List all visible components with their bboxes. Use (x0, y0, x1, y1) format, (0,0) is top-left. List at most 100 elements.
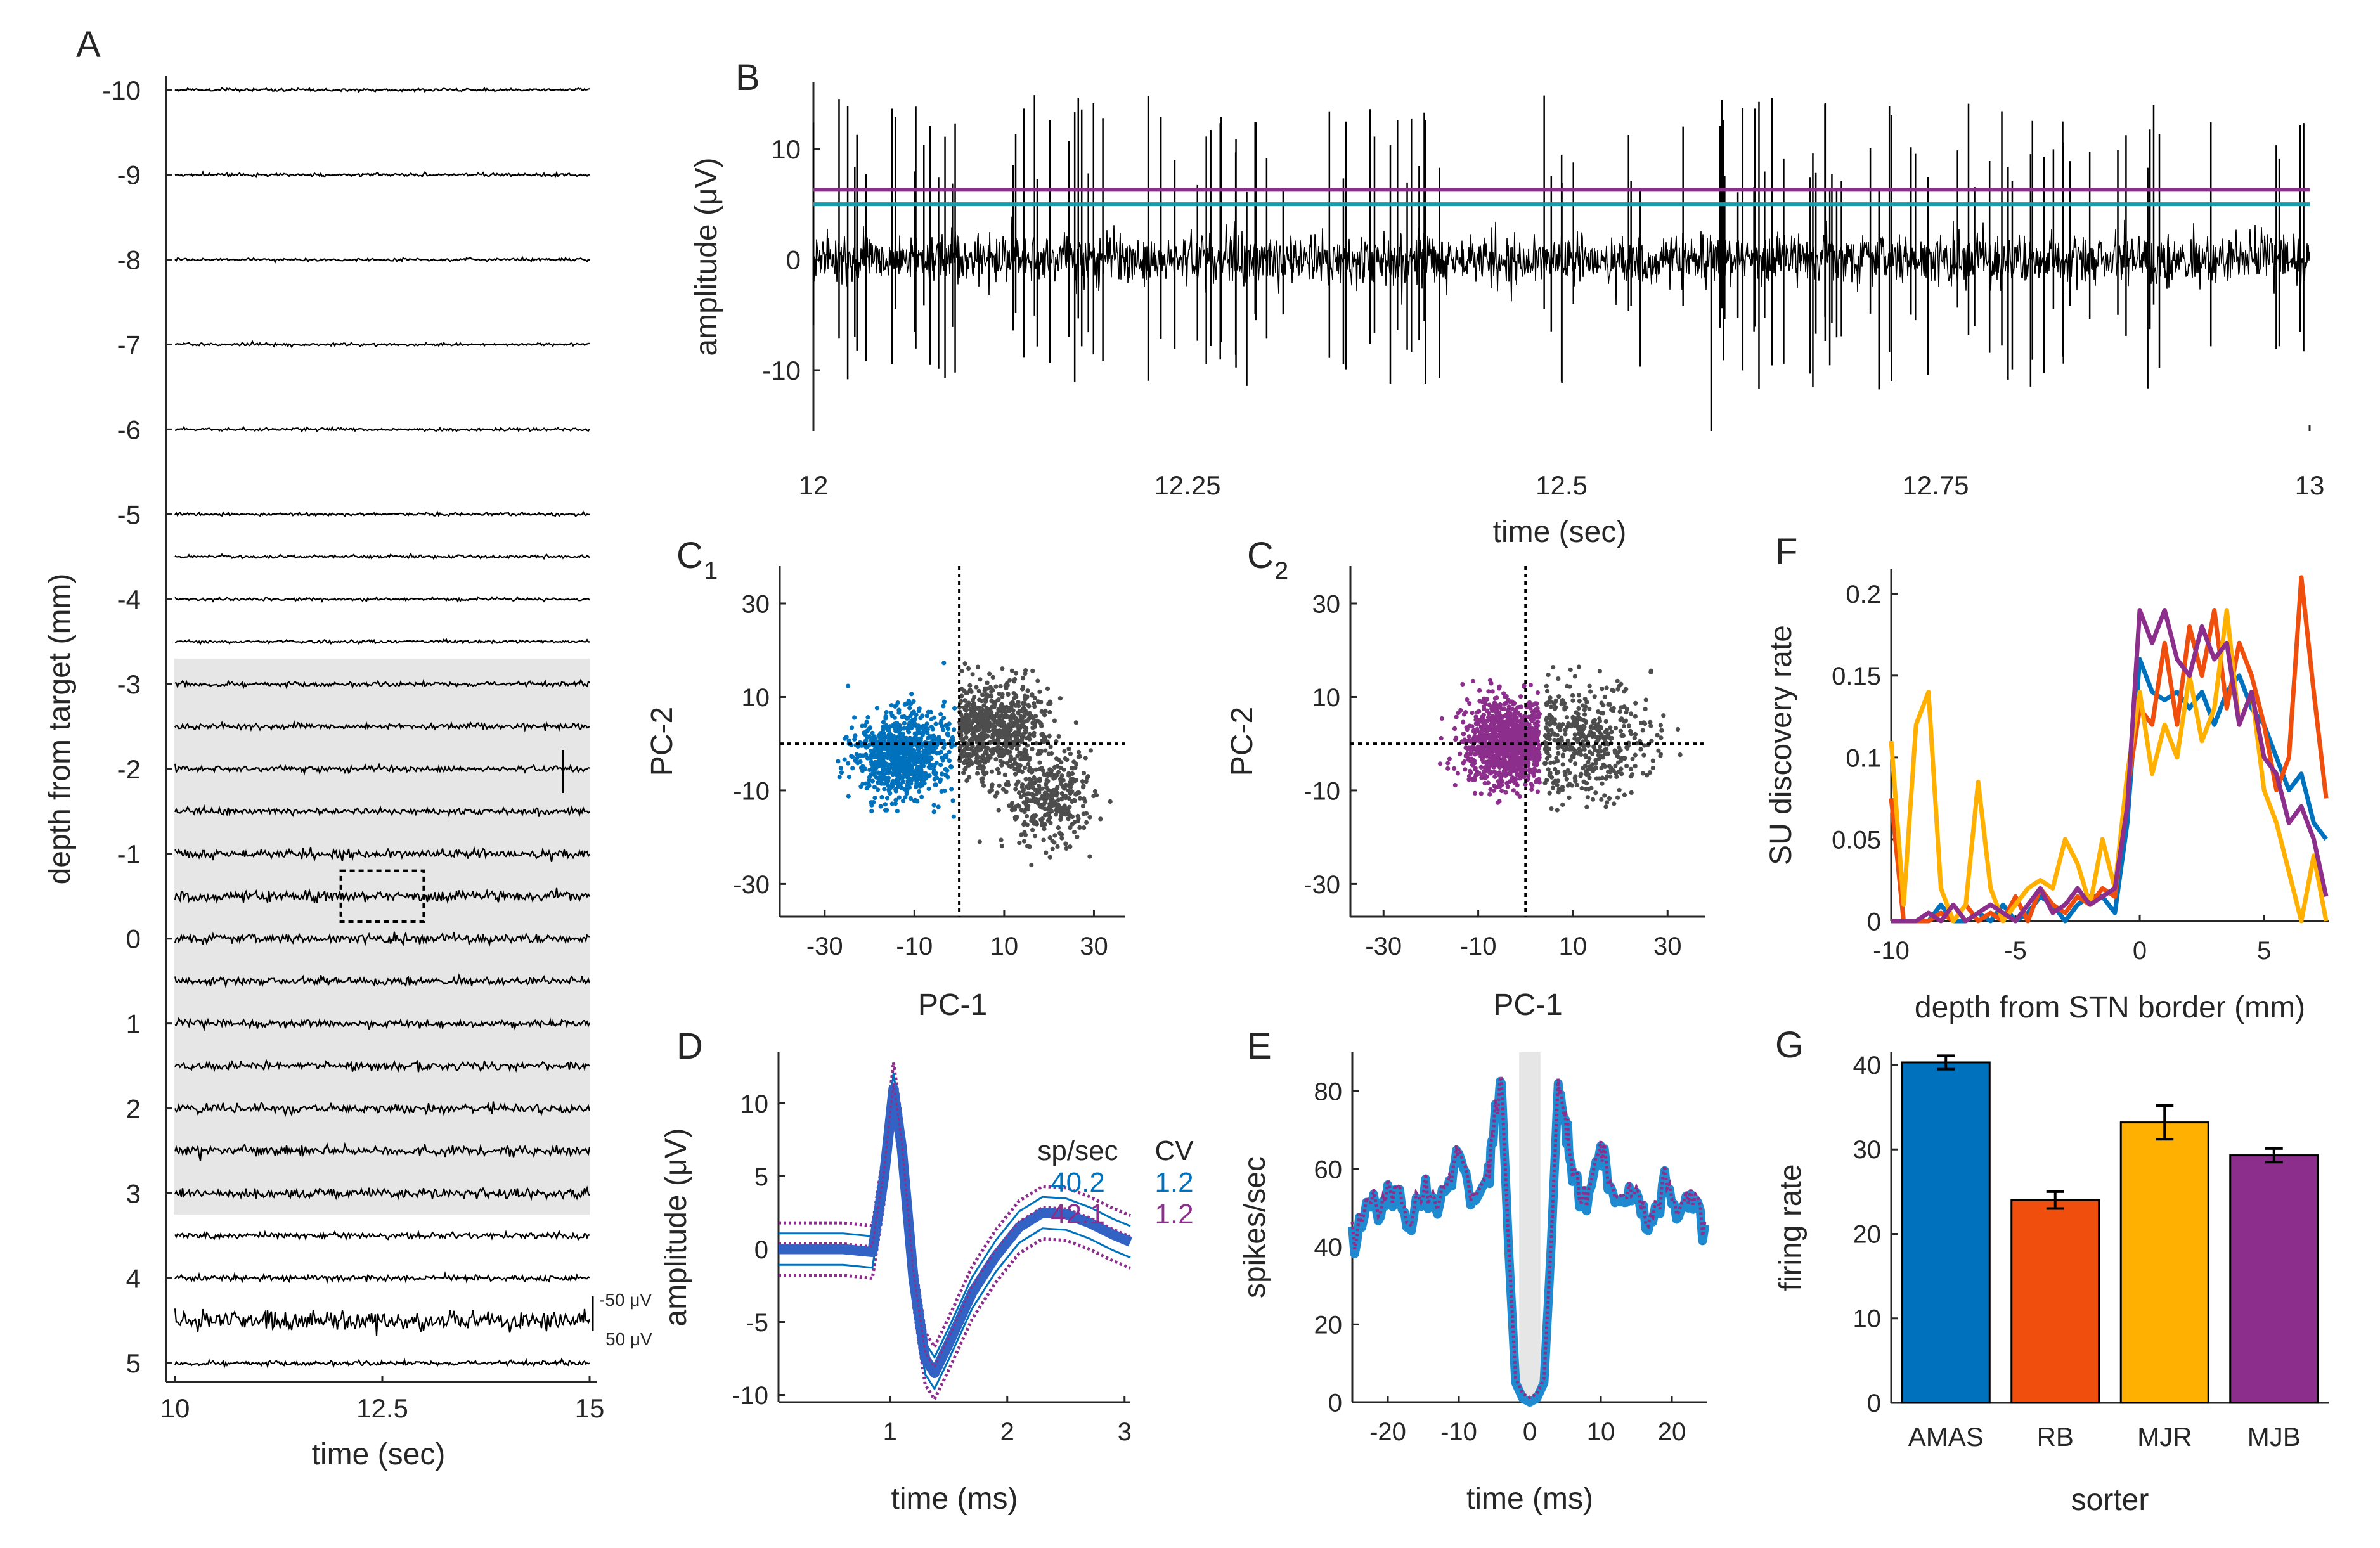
scatter-point (1585, 795, 1590, 800)
scatter-point (1484, 732, 1489, 737)
scatter-point (1629, 790, 1634, 795)
scatter-point (1048, 701, 1053, 706)
scatter-point (1485, 768, 1491, 773)
scatter-point (1529, 787, 1534, 792)
scatter-point (1586, 733, 1591, 738)
scatter-point (1502, 702, 1507, 707)
scatter-point (890, 761, 895, 766)
scatter-point (1006, 692, 1011, 697)
scatter-point (971, 749, 976, 754)
scatter-point (873, 754, 878, 759)
scatter-point (1511, 733, 1517, 739)
scatter-point (1004, 704, 1009, 710)
scatter-point (1008, 727, 1013, 732)
scatter-point (1481, 769, 1486, 774)
scatter-point (1049, 809, 1054, 814)
x-axis-label: PC-1 (918, 988, 987, 1022)
scatter-point (884, 710, 889, 715)
scatter-point (867, 768, 872, 773)
scatter-point (982, 758, 987, 763)
scatter-point (998, 759, 1003, 764)
scatter-point (1016, 727, 1021, 732)
scatter-point (1032, 780, 1037, 785)
scatter-point (1624, 763, 1629, 768)
scatter-point (1572, 732, 1577, 737)
scatter-point (990, 747, 995, 752)
scatter-point (943, 767, 948, 772)
scatter-point (1020, 709, 1025, 714)
scatter-point (915, 758, 920, 763)
depth-trace (174, 1101, 591, 1118)
scatter-point (858, 759, 863, 764)
bar-mjb (2229, 1154, 2319, 1404)
scatter-point (1047, 733, 1052, 739)
scatter-point (1542, 761, 1548, 766)
scatter-point (881, 737, 886, 742)
scatter-point (1485, 780, 1491, 785)
scatter-point (874, 706, 879, 711)
bar-mjr (2119, 1121, 2209, 1404)
scatter-point (1579, 717, 1584, 722)
scatter-point (1073, 761, 1079, 766)
scatter-point (878, 804, 883, 809)
scatter-point (1028, 798, 1033, 803)
scatter-point (1576, 664, 1581, 669)
scatter-point (1024, 814, 1030, 819)
scatter-point (990, 688, 995, 693)
scatter-point (907, 706, 912, 711)
scatter-point (902, 702, 907, 707)
scatter-point (1047, 855, 1052, 860)
y-tick-label: -8 (117, 245, 141, 275)
scatter-point (1018, 794, 1023, 799)
scatter-point (1536, 768, 1542, 773)
scatter-point (995, 790, 1000, 796)
scatter-point (1603, 719, 1608, 724)
bar-rb (2010, 1199, 2100, 1404)
scatter-point (1511, 763, 1516, 768)
scatter-point (1601, 703, 1606, 708)
scatter-point (941, 661, 947, 666)
scatter-point (1068, 825, 1073, 830)
scatter-point (993, 719, 999, 725)
series-amas (1891, 657, 2328, 924)
scatter-point (1633, 714, 1638, 719)
scatter-point (1473, 718, 1478, 723)
scatter-point (1016, 764, 1021, 770)
scatter-point (1567, 782, 1572, 787)
scatter-point (1559, 702, 1564, 707)
scatter-point (846, 683, 851, 688)
scatter-point (1584, 804, 1589, 809)
depth-trace (174, 846, 590, 862)
scatter-point (1042, 827, 1047, 832)
scatter-point (1613, 726, 1618, 731)
scatter-point (1016, 768, 1021, 773)
scatter-point (1563, 732, 1568, 737)
scatter-point (1615, 795, 1620, 800)
scatter-point (862, 766, 868, 771)
scatter-point (849, 754, 854, 759)
scatter-point (1567, 795, 1572, 800)
panel-d: 1 2 3 -10 -5 0 5 10 time (ms) amplitude (μV) sp/se… (659, 1052, 1194, 1516)
scatter-point (933, 782, 938, 787)
scatter-point (1026, 711, 1031, 716)
depth-trace (174, 1270, 590, 1284)
scatter-point (1552, 737, 1557, 743)
scatter-point (1016, 700, 1021, 705)
scatter-point (907, 725, 912, 730)
scatter-point (1472, 790, 1478, 796)
scatter-point (998, 683, 1003, 689)
scatter-point (883, 716, 888, 721)
scatter-point (882, 787, 887, 792)
scatter-point (1647, 770, 1653, 775)
scatter-point (1000, 666, 1005, 671)
scatter-point (1517, 704, 1522, 709)
scatter-point (1471, 735, 1477, 740)
scatter-point (1533, 779, 1539, 784)
scatter-point (985, 686, 990, 691)
scatter-point (1014, 746, 1019, 752)
scatter-point (897, 744, 902, 749)
scatter-point (996, 740, 1001, 745)
y-tick-label: -30 (1303, 871, 1340, 899)
depth-trace (174, 255, 590, 264)
scatter-point (909, 711, 914, 716)
